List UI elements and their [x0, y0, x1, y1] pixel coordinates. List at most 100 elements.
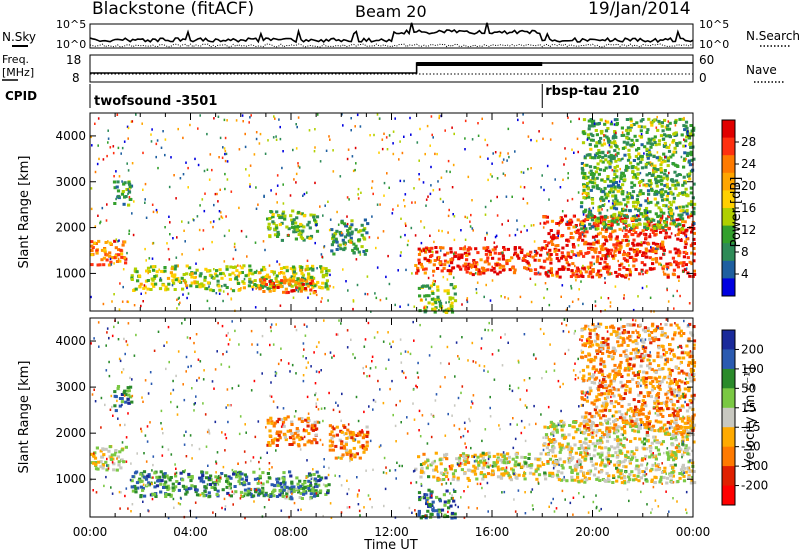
heat-speckle: [321, 297, 323, 300]
heat-cell: [154, 495, 158, 498]
heat-cell: [603, 479, 607, 482]
heat-cell: [284, 287, 288, 291]
heat-cell: [682, 255, 686, 259]
heat-speckle: [211, 240, 213, 244]
heat-cell: [640, 212, 644, 216]
heat-cell: [320, 476, 324, 480]
heat-speckle: [606, 151, 609, 154]
heat-speckle: [107, 137, 110, 140]
heat-cell: [637, 209, 641, 213]
heat-cell: [690, 370, 694, 374]
heat-cell: [238, 477, 242, 481]
heat-cell: [587, 246, 591, 250]
heat-cell: [528, 471, 533, 475]
heat-cell: [493, 270, 497, 274]
heat-speckle: [166, 242, 168, 245]
heat-speckle: [656, 115, 658, 119]
heat-cell: [583, 163, 587, 167]
heat-speckle: [403, 135, 405, 138]
heat-cell: [644, 467, 648, 471]
heat-cell: [667, 385, 672, 389]
heat-speckle: [507, 127, 510, 131]
heat-cell: [591, 201, 595, 205]
heat-cell: [547, 438, 551, 441]
heat-cell: [588, 440, 592, 443]
heat-cell: [154, 274, 159, 278]
heat-speckle: [570, 120, 572, 123]
heat-cell: [237, 282, 241, 285]
heat-cell: [292, 273, 297, 277]
heat-cell: [656, 243, 660, 246]
heat-cell: [607, 155, 611, 159]
heat-cell: [295, 427, 299, 430]
heat-speckle: [304, 269, 307, 272]
heat-speckle: [673, 307, 675, 310]
heat-cell: [600, 431, 605, 435]
heat-cell: [604, 457, 608, 460]
heat-cell: [578, 232, 582, 236]
heat-cell: [505, 262, 509, 266]
heat-cell: [177, 488, 181, 492]
heat-speckle: [96, 162, 99, 166]
heat-cell: [580, 335, 584, 339]
heat-cell: [270, 270, 274, 273]
heat-cell: [431, 302, 435, 306]
heat-cell: [590, 124, 594, 128]
heat-speckle: [522, 197, 525, 200]
heat-cell: [95, 251, 99, 255]
heat-speckle: [385, 136, 388, 139]
heat-cell: [134, 287, 138, 291]
heat-cell: [579, 205, 584, 209]
heat-cell: [566, 442, 570, 446]
heat-cell: [662, 248, 666, 252]
heat-cell: [548, 255, 552, 259]
heat-cell: [599, 437, 603, 440]
heat-cell: [641, 251, 646, 255]
heat-cell: [335, 433, 339, 437]
heat-cell: [671, 256, 675, 260]
heat-cell: [512, 271, 517, 275]
heat-cell: [195, 268, 199, 272]
heat-cell: [500, 472, 504, 476]
heat-cell: [674, 446, 678, 450]
heat-cell: [687, 360, 691, 364]
heat-speckle: [90, 295, 92, 299]
heat-cell: [615, 202, 619, 206]
heat-cell: [653, 135, 657, 139]
heat-speckle: [600, 188, 603, 191]
heat-cell: [233, 470, 238, 474]
heat-cell: [471, 454, 475, 458]
heat-cell: [612, 394, 616, 398]
heat-cell: [571, 236, 575, 240]
heat-cell: [128, 185, 132, 189]
heat-cell: [556, 244, 560, 247]
heat-cell: [601, 151, 605, 155]
heat-speckle: [546, 164, 549, 168]
heat-cell: [213, 272, 218, 276]
heat-cell: [609, 206, 613, 210]
heat-cell: [626, 480, 631, 484]
freq-tick-low: 8: [72, 71, 80, 85]
heat-cell: [670, 450, 674, 454]
heat-cell: [550, 432, 554, 436]
heat-cell: [680, 213, 684, 217]
heat-speckle: [588, 171, 590, 174]
heat-cell: [649, 182, 653, 186]
heat-cell: [684, 431, 688, 435]
colorbar-swatch: [722, 172, 735, 191]
heat-cell: [659, 475, 663, 479]
heat-cell: [687, 474, 691, 478]
heat-cell: [146, 279, 150, 282]
heat-cell: [661, 440, 665, 444]
heat-cell: [268, 285, 272, 289]
heat-cell: [306, 267, 310, 271]
heat-speckle: [292, 296, 295, 299]
heat-speckle: [645, 285, 648, 288]
heat-cell: [270, 421, 274, 425]
heat-cell: [543, 471, 547, 475]
heat-cell: [493, 247, 497, 251]
heat-speckle: [501, 161, 504, 164]
heat-cell: [289, 214, 293, 218]
heat-cell: [583, 210, 587, 213]
heat-cell: [587, 153, 591, 157]
